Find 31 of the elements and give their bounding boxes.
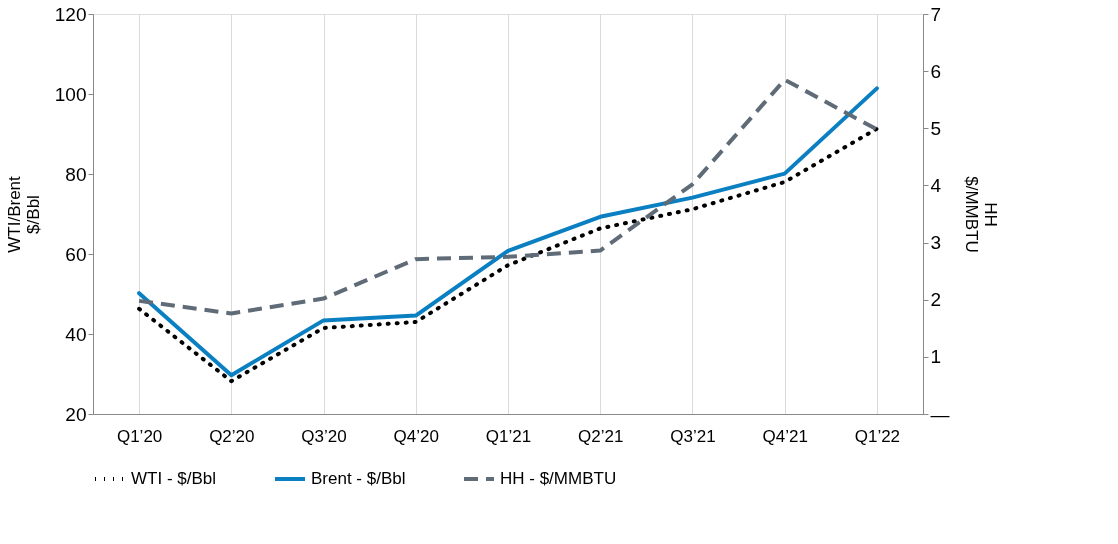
y-tick-label: 100 [54,83,87,105]
line-series [137,86,879,378]
x-tick-label: Q2’20 [209,426,255,446]
line-series [137,77,879,316]
y-tick-label: 60 [65,243,87,265]
y-tick-label: 20 [65,403,87,425]
x-tick-label: Q4’21 [762,426,808,446]
x-tick-label: Q3’20 [301,426,347,446]
legend-label: HH - $/MMBTU [500,469,617,488]
y2-tick-label: 5 [930,117,942,139]
x-tick-label: Q1’22 [854,426,901,446]
x-tick-label: Q4’20 [393,426,439,446]
y2-tick-label: 4 [930,174,942,196]
x-tick-label: Q2’21 [578,426,624,446]
y2-tick-label: 6 [930,60,942,82]
x-tick-label: Q1’21 [485,426,532,446]
y2-tick-label: 1 [930,346,942,368]
y-tick-label: 40 [65,323,87,345]
y-axis-title: WTI/Brent $/Bbl [4,175,43,253]
y-tick-label: 80 [65,163,87,185]
y2-tick-label: 2 [930,289,942,311]
y2-tick-label: 7 [930,3,942,25]
y2-axis-title: HH $/MMBTU [961,176,1000,253]
x-tick-label: Q3’21 [670,426,716,446]
y-tick-label: 120 [54,3,87,25]
x-tick-label: Q1’20 [116,426,163,446]
y2-tick-label: 3 [930,232,942,254]
line-series [137,126,879,384]
legend-label: Brent - $/Bbl [311,469,406,488]
legend-label: WTI - $/Bbl [131,469,217,488]
y2-tick-label: — [930,403,950,425]
